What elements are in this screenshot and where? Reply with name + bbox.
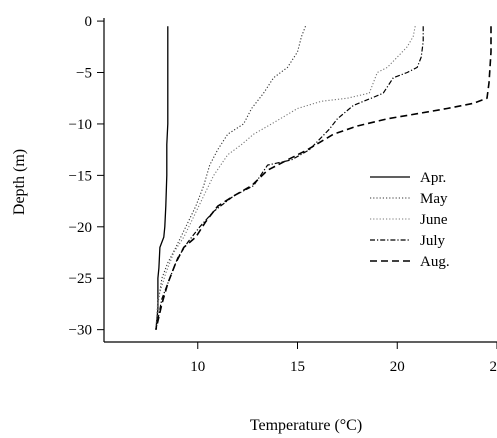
legend: Apr. May June July Aug. [370,170,450,270]
x-tick-label: 10 [190,359,205,375]
x-tick-label: 25 [490,359,497,375]
axes: 0 −5 −10 −15 −20 −25 −30 10 15 20 25 [69,14,497,375]
series-line-5 [155,26,492,330]
legend-label-2: May [420,191,448,207]
x-axis-label: Temperature (°C) [250,417,362,434]
y-tick-label: −30 [69,323,92,339]
y-tick-label: 0 [85,14,93,30]
y-tick-label: −20 [69,220,92,236]
x-tick-label: 20 [390,359,405,375]
series-lines [155,26,492,330]
series-line-2 [155,26,307,330]
series-line-4 [155,26,424,330]
legend-label-1: Apr. [420,170,446,186]
legend-label-4: July [420,233,446,249]
y-tick-label: −5 [76,66,92,82]
y-tick-label: −25 [69,271,92,287]
y-tick-label: −15 [69,168,92,184]
y-tick-label: −10 [69,117,92,133]
x-tick-label: 15 [290,359,305,375]
y-axis-label: Depth (m) [11,149,28,215]
series-line-3 [155,26,416,330]
legend-label-5: Aug. [420,254,450,270]
legend-label-3: June [420,212,448,228]
series-line-1 [155,26,169,330]
